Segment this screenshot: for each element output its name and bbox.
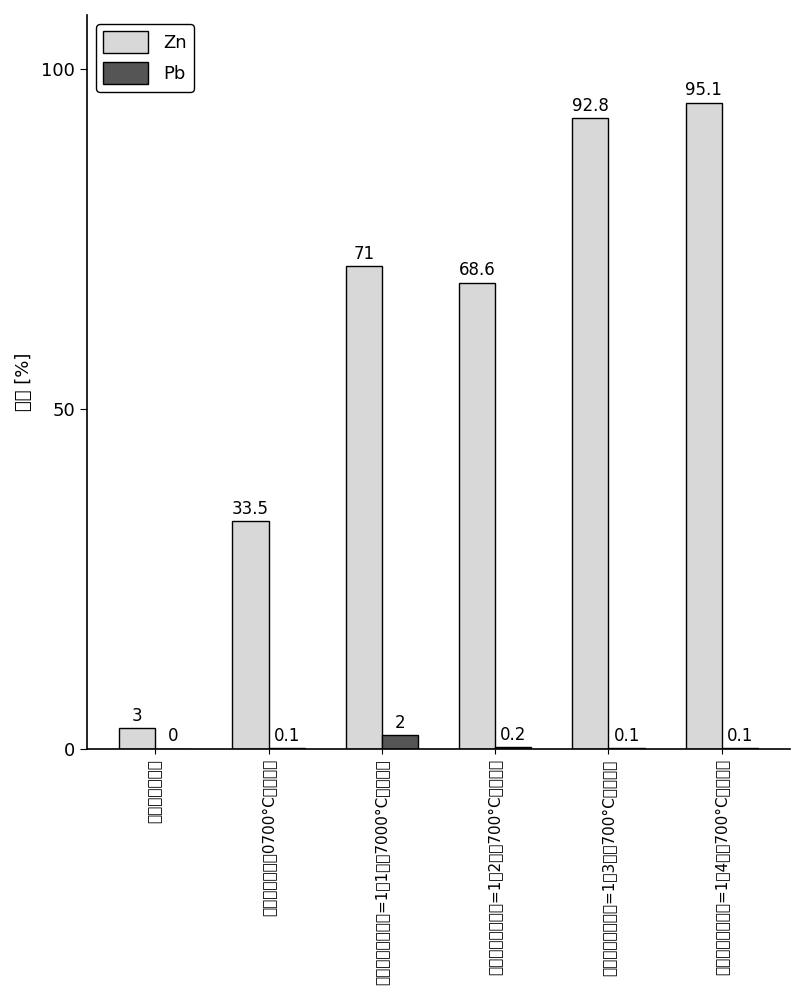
Text: 0.1: 0.1	[727, 727, 753, 745]
Text: 0.1: 0.1	[613, 727, 640, 745]
Text: 0: 0	[168, 727, 179, 745]
Text: 3: 3	[132, 707, 142, 725]
Bar	[459, 283, 495, 749]
Bar	[345, 266, 382, 749]
Text: 92.8: 92.8	[572, 97, 609, 115]
Bar	[382, 735, 418, 749]
Bar	[119, 728, 155, 749]
Bar	[686, 103, 722, 749]
Bar	[233, 521, 269, 749]
Text: 0.1: 0.1	[274, 727, 299, 745]
Text: 0.2: 0.2	[500, 726, 526, 744]
Text: 33.5: 33.5	[232, 500, 269, 518]
Text: 68.6: 68.6	[459, 261, 495, 279]
Text: 2: 2	[394, 714, 405, 732]
Text: 95.1: 95.1	[685, 81, 722, 99]
Bar	[572, 118, 609, 749]
Y-axis label: 浸出 [%]: 浸出 [%]	[15, 353, 33, 411]
Legend: Zn, Pb: Zn, Pb	[96, 24, 194, 92]
Bar	[495, 747, 531, 749]
Text: 71: 71	[353, 245, 374, 263]
